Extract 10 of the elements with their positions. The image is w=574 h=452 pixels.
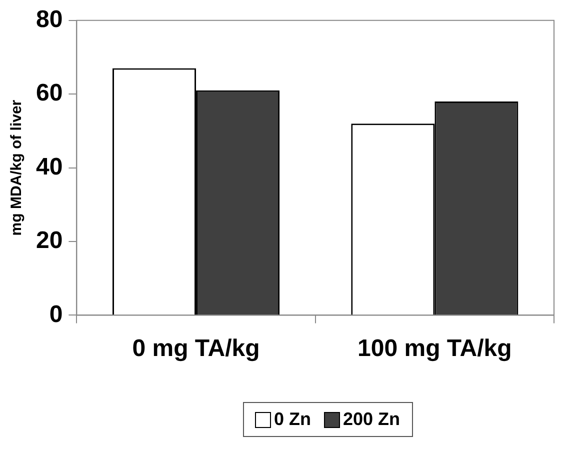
y-tick-label: 60 [36, 80, 63, 107]
y-tick-label: 20 [36, 227, 63, 254]
y-axis-title: mg MDA/kg of liver [8, 100, 26, 236]
x-tick-label: 0 mg TA/kg [132, 335, 260, 362]
y-tick-label: 40 [36, 153, 63, 180]
legend-label: 0 Zn [274, 409, 312, 430]
x-tick-label: 100 mg TA/kg [358, 335, 512, 362]
legend-label: 200 Zn [343, 409, 400, 430]
y-tick-label: 80 [36, 6, 63, 34]
y-tick-label: 0 [49, 300, 63, 328]
